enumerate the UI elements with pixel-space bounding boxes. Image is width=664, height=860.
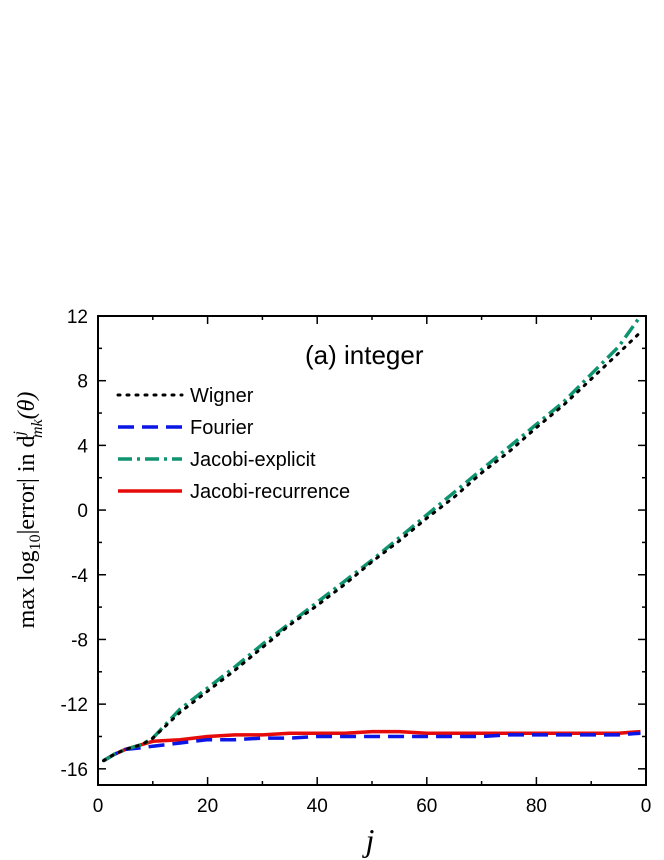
y-tick-label: 4 [77,436,88,457]
y-tick-label: -8 [71,630,88,651]
x-tick-label: 0 [641,796,652,817]
series-line-jacobi-explicit [102,314,642,763]
y-tick-label: -16 [61,760,88,781]
legend-label: Jacobi-recurrence [190,481,350,503]
x-tick-label: 20 [197,796,218,817]
legend-label: Fourier [190,417,254,439]
x-axis-label: j [362,822,375,858]
series-line-wigner [102,330,642,763]
x-tick-label: 0 [93,796,104,817]
x-tick-label: 40 [307,796,328,817]
series-line-fourier [102,731,641,763]
plot-frame [97,315,647,786]
y-tick-label: -4 [71,566,88,587]
y-axis-label: max log10|error| in djmk(θ) [11,392,46,629]
panel-title: (a) integer [305,340,424,370]
y-tick-label: -12 [61,695,88,716]
x-tick-label: 60 [416,796,437,817]
series-group [102,314,642,763]
legend-label: Wigner [190,385,254,407]
y-tick-label: 8 [77,372,88,393]
legend-label: Jacobi-explicit [190,449,316,471]
y-tick-label: 12 [67,307,88,328]
legend: Wigner Fourier Jacobi-explicit Jacobi-recur… [116,385,350,503]
y-tick-label: 0 [77,501,88,522]
x-tick-label: 80 [526,796,547,817]
